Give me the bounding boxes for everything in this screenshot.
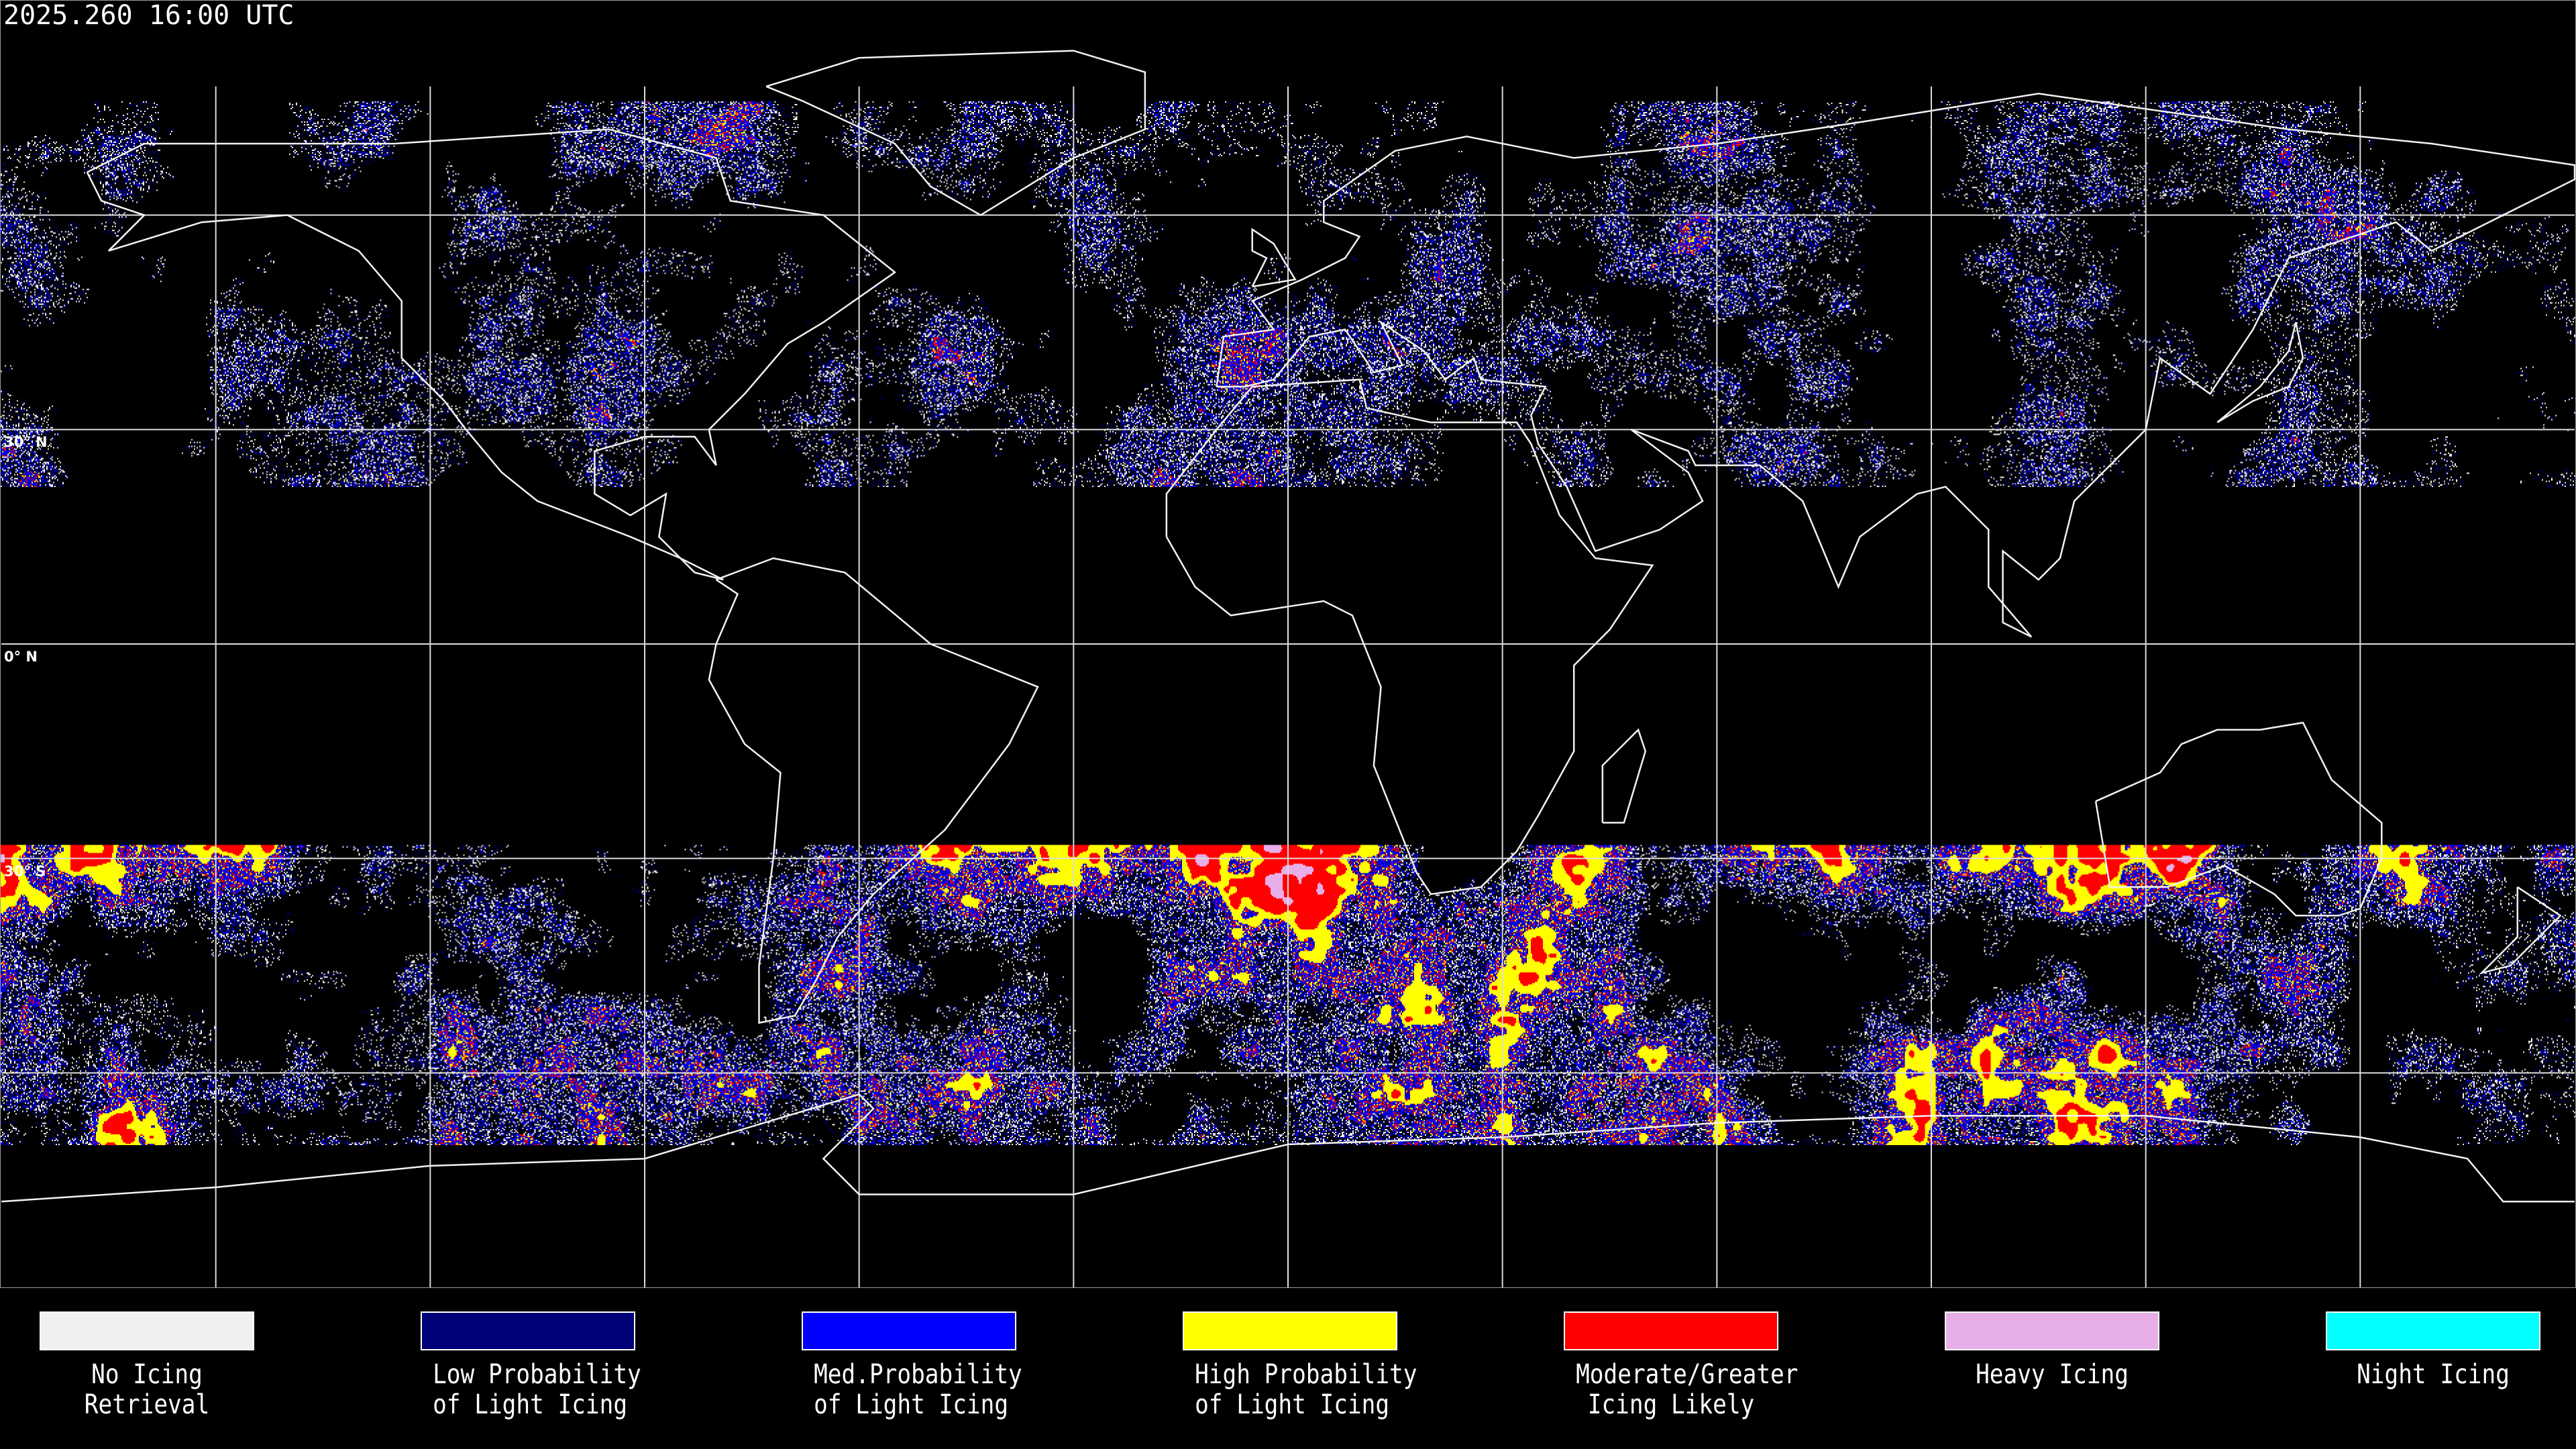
legend-label: Med.Probability of Light Icing [814, 1359, 1022, 1420]
lat-label-30n: 30° N [4, 434, 48, 450]
legend-item: Med.Probability of Light Icing [798, 1311, 1022, 1420]
legend-label: High Probability of Light Icing [1195, 1359, 1417, 1420]
coastline-australia [2094, 721, 2383, 917]
legend-label: Low Probability of Light Icing [433, 1359, 641, 1420]
legend-swatch [40, 1311, 254, 1350]
lat-label-30s: 30° S [4, 863, 46, 879]
lat-lon-grid [1, 86, 2575, 1287]
timestamp: 2025.260 16:00 UTC [3, 0, 294, 31]
legend-item: Night Icing [2322, 1311, 2544, 1390]
legend-item: High Probability of Light Icing [1179, 1311, 1417, 1420]
legend-swatch [802, 1311, 1016, 1350]
icing-map: 2025.260 16:00 UTC 30° N 0° N 30° S [0, 0, 2576, 1288]
legend-label: Moderate/Greater Icing Likely [1576, 1359, 1799, 1420]
coastline-japan [2216, 322, 2304, 423]
legend-label-line1: Moderate/Greater [1576, 1359, 1799, 1390]
legend-item: Heavy Icing [1941, 1311, 2163, 1390]
legend-swatch [421, 1311, 635, 1350]
legend-item: Low Probability of Light Icing [417, 1311, 641, 1420]
legend-label: Night Icing [2338, 1360, 2528, 1390]
coastlines [1, 50, 2575, 1203]
legend-swatch [2326, 1311, 2540, 1350]
legend-swatch [1183, 1311, 1397, 1350]
legend-label-line2: Icing Likely [1587, 1389, 1755, 1420]
coastline-greenland [765, 50, 1146, 217]
legend-label: No Icing Retrieval [52, 1360, 242, 1420]
legend-label-line2: Retrieval [84, 1389, 210, 1420]
coastline-eurasia [1216, 93, 2575, 638]
coastline-madagascar [1601, 728, 1647, 824]
legend-label-line1: No Icing [91, 1359, 203, 1390]
legend-label-line1: Med.Probability [814, 1359, 1022, 1390]
legend-swatch [1564, 1311, 1778, 1350]
coastline-south-america [708, 557, 1039, 1024]
legend-item: No Icing Retrieval [36, 1311, 258, 1420]
legend-label-line2: of Light Icing [433, 1389, 628, 1420]
coastline-africa [1165, 378, 1654, 896]
legend-label-line1: Night Icing [2357, 1359, 2510, 1390]
map-overlay [1, 50, 2575, 1287]
coastline-new-zealand [2479, 886, 2562, 975]
legend-label: Heavy Icing [1957, 1360, 2147, 1390]
coastline-north-america [86, 128, 897, 581]
legend-label-line2: of Light Icing [814, 1389, 1009, 1420]
legend-label-line1: Heavy Icing [1976, 1359, 2129, 1390]
coastline-antarctica [1, 1093, 2575, 1203]
lat-label-equator: 0° N [4, 649, 38, 665]
legend-swatch [1945, 1311, 2159, 1350]
legend-item: Moderate/Greater Icing Likely [1560, 1311, 1799, 1420]
coastline-great-britain [1251, 227, 1297, 288]
legend-label-line1: Low Probability [433, 1359, 641, 1390]
legend-label-line1: High Probability [1195, 1359, 1417, 1390]
legend-label-line2: of Light Icing [1195, 1389, 1390, 1420]
